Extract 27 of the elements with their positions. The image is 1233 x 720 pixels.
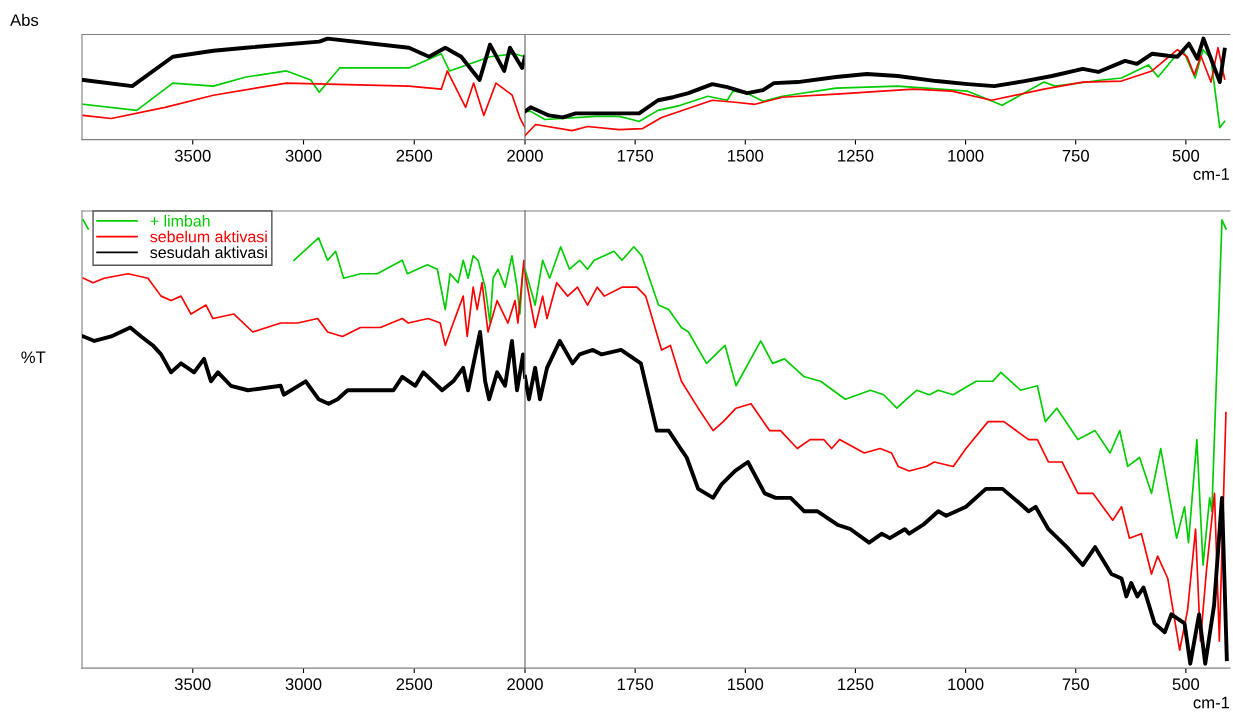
x-tick-label: 2500	[396, 678, 433, 691]
x-tick-label: 1000	[948, 149, 984, 162]
x-tick-label: 3000	[285, 678, 322, 691]
y-axis-title: Abs	[10, 13, 39, 27]
x-tick-label: 2000	[507, 678, 543, 691]
x-tick-label: 3500	[174, 149, 211, 162]
x-tick-label: 1250	[838, 149, 874, 162]
x-axis-title: cm-1	[1193, 696, 1230, 709]
x-tick-label: 3500	[174, 678, 211, 691]
x-tick-label: 1750	[617, 678, 654, 691]
x-axis-title: cm-1	[1193, 168, 1230, 180]
legend-label: sesudah aktivasi	[150, 246, 267, 259]
x-tick-label: 500	[1172, 149, 1200, 162]
x-tick-label: 1500	[728, 149, 764, 162]
legend-label: sebelum aktivasi	[150, 230, 267, 243]
x-tick-label: 2000	[507, 149, 543, 162]
y-axis-title: %T	[21, 351, 46, 364]
legend-label: + limbah	[150, 214, 210, 227]
x-tick-label: 750	[1062, 678, 1089, 691]
x-tick-label: 3000	[285, 149, 322, 162]
x-tick-label: 500	[1172, 678, 1200, 691]
x-tick-label: 2500	[396, 149, 433, 162]
x-tick-label: 1750	[617, 149, 654, 162]
x-tick-label: 1500	[728, 678, 764, 691]
x-tick-label: 1000	[948, 678, 984, 691]
x-tick-label: 750	[1062, 149, 1089, 162]
x-tick-label: 1250	[838, 678, 874, 691]
